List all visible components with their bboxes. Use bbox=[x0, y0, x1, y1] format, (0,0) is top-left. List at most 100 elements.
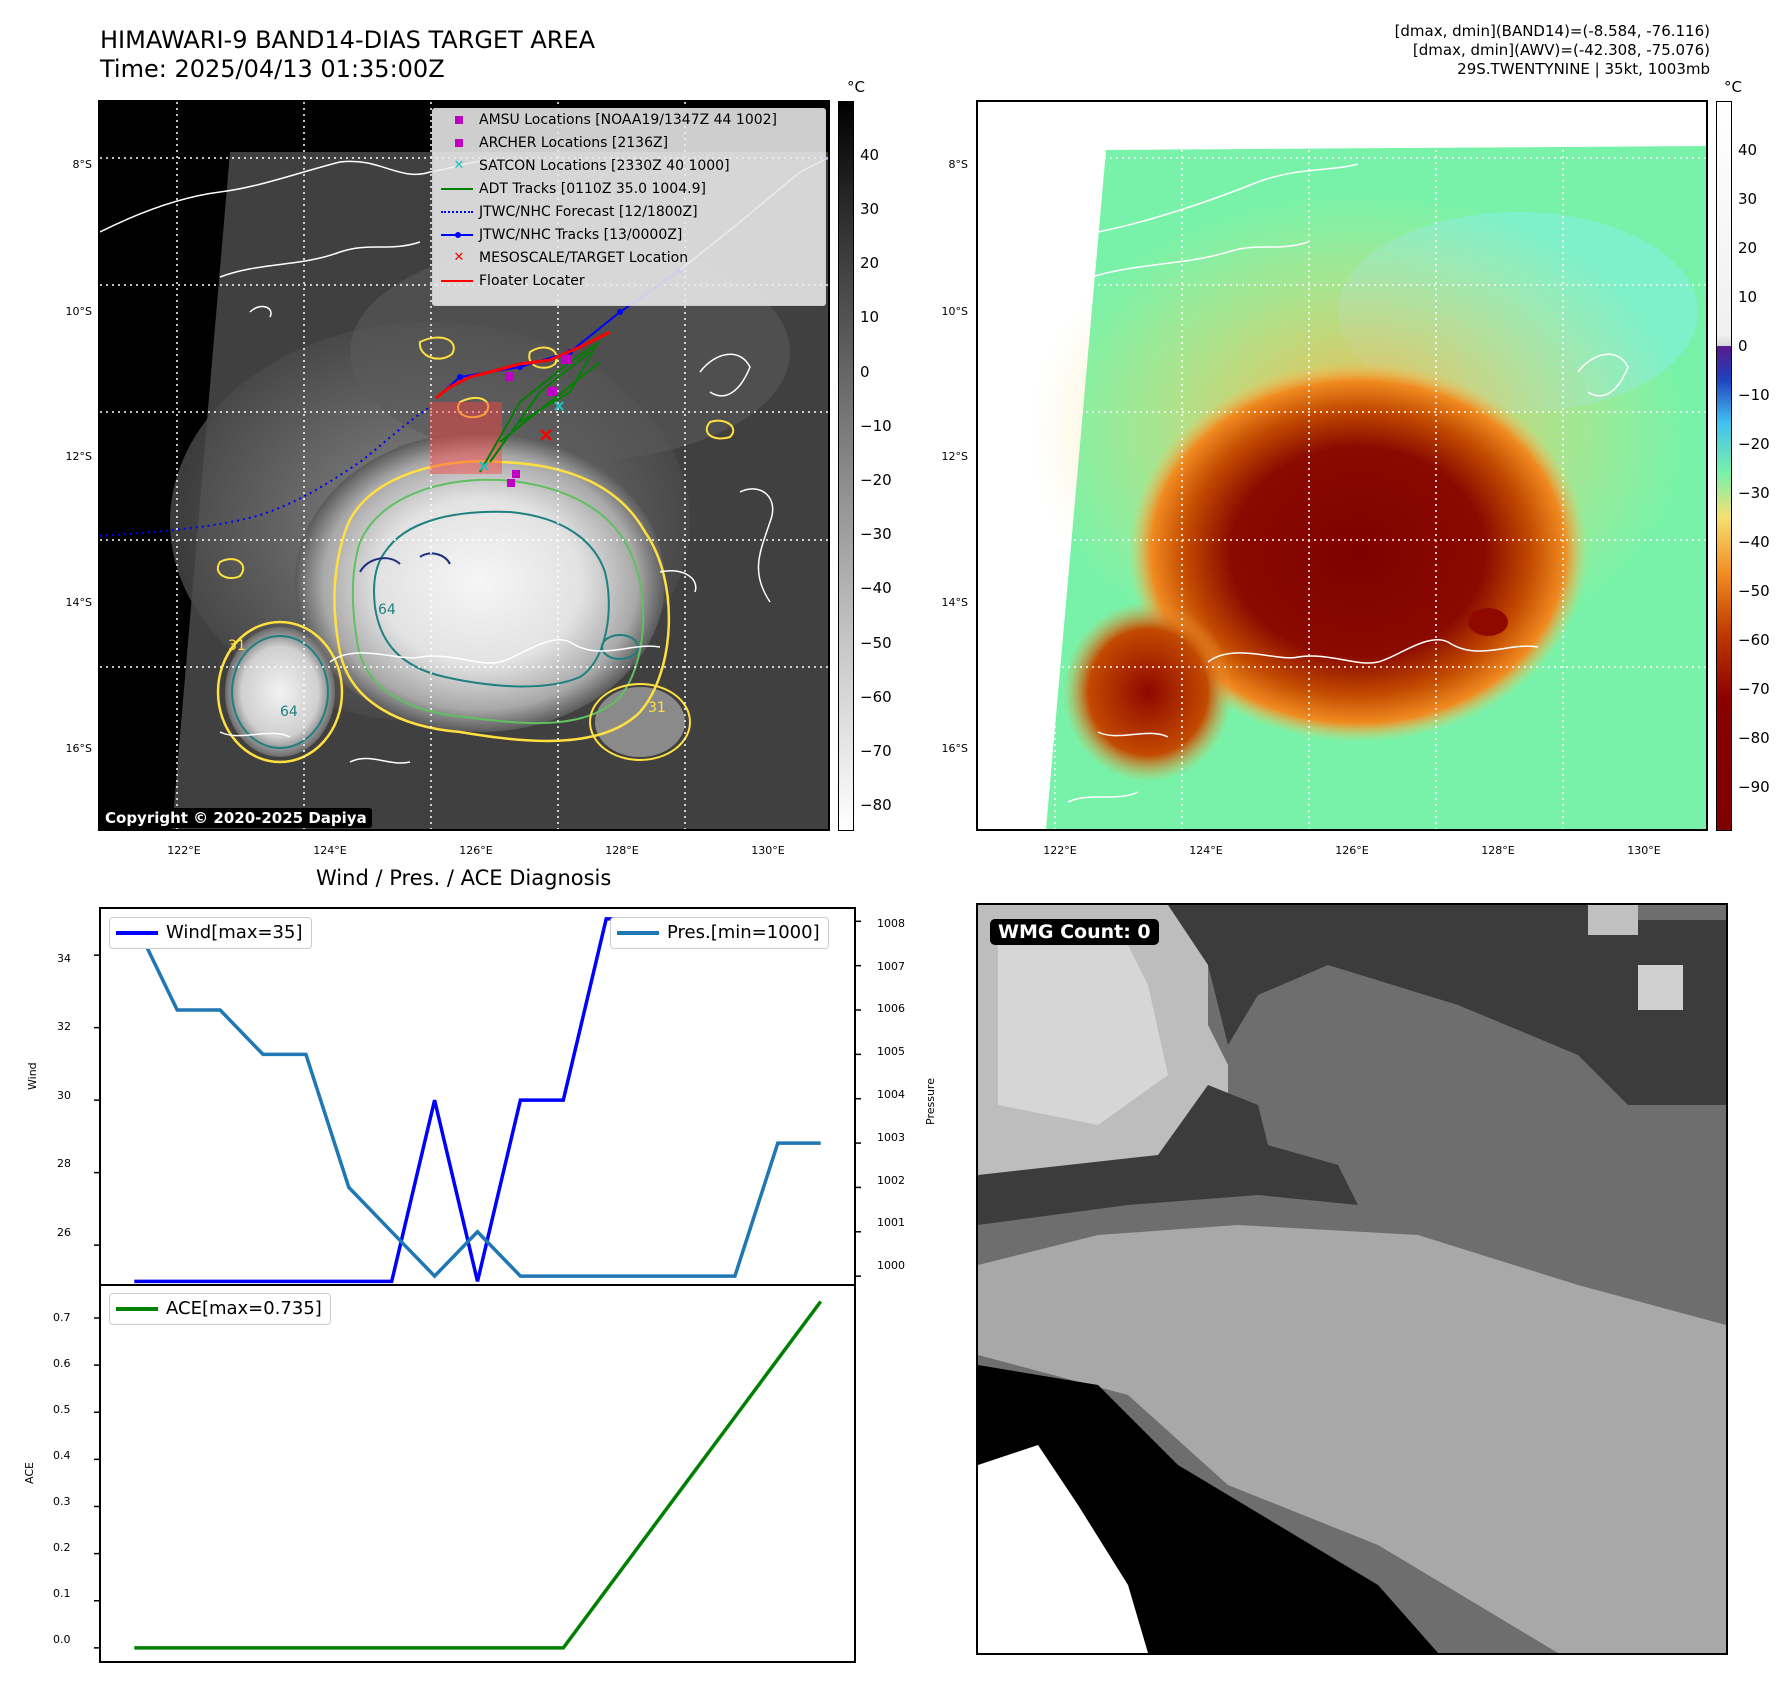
pressure-line bbox=[132, 920, 821, 1279]
ace-ytick: 0.2 bbox=[53, 1541, 71, 1554]
cloud-cell-west bbox=[225, 627, 335, 757]
diagnosis-chart bbox=[94, 907, 861, 1663]
info-awv: [dmax, dmin](AWV)=(-42.308, -75.076) bbox=[1412, 41, 1710, 59]
ir-colorbar-unit: °C bbox=[847, 78, 865, 96]
wv-lat-label-10s: 10°S bbox=[941, 305, 968, 318]
wind-axes-frame bbox=[99, 907, 856, 1286]
wind-ytick: 26 bbox=[57, 1226, 71, 1239]
map-legend: AMSU Locations [NOAA19/1347Z 44 1002] AR… bbox=[432, 108, 826, 306]
wv-cbar-tick: 0 bbox=[1738, 337, 1748, 355]
mesoscale-target-marker bbox=[540, 429, 552, 441]
legend-amsu: AMSU Locations [NOAA19/1347Z 44 1002] bbox=[439, 109, 777, 131]
ir-lat-label-12s: 12°S bbox=[65, 450, 92, 463]
wv-lon-label-126: 126°E bbox=[1335, 844, 1369, 857]
cloud-core bbox=[295, 432, 665, 732]
ir-cbar-tick: 10 bbox=[860, 308, 880, 326]
wind-axes bbox=[94, 907, 861, 1286]
info-band14: [dmax, dmin](BAND14)=(-8.584, -76.116) bbox=[1394, 22, 1710, 40]
wv-lon-label-124: 124°E bbox=[1189, 844, 1223, 857]
wind-ytick: 28 bbox=[57, 1157, 71, 1170]
pressure-ytick: 1005 bbox=[877, 1045, 905, 1058]
wv-cbar-tick: −80 bbox=[1738, 729, 1770, 747]
diag-title: Wind / Pres. / ACE Diagnosis bbox=[316, 866, 612, 890]
wmg-light-patch-ne bbox=[1588, 905, 1638, 935]
wv-core bbox=[1128, 362, 1588, 742]
ace-ytick: 0.0 bbox=[53, 1633, 71, 1646]
ir-lat-label-16s: 16°S bbox=[65, 742, 92, 755]
wv-cbar-tick: −40 bbox=[1738, 533, 1770, 551]
contour-green-main bbox=[351, 478, 645, 725]
ace-ytick: 0.6 bbox=[53, 1357, 71, 1370]
wind-ytick: 34 bbox=[57, 952, 71, 965]
contour-label-31b: 31 bbox=[228, 638, 246, 654]
wv-cbar-tick: 40 bbox=[1738, 141, 1758, 159]
ir-cbar-tick: 30 bbox=[860, 200, 880, 218]
wv-cbar-tick: −90 bbox=[1738, 778, 1770, 796]
legend-satcon: ✕ SATCON Locations [2330Z 40 1000] bbox=[453, 158, 730, 174]
coastlines bbox=[100, 158, 774, 764]
amsu-archer-markers bbox=[505, 355, 571, 487]
wmg-count-label: WMG Count: 0 bbox=[990, 919, 1159, 945]
wmg-light-patch-e bbox=[1638, 965, 1683, 1010]
pressure-ytick: 1002 bbox=[877, 1174, 905, 1187]
legend-floater: Floater Locater bbox=[439, 270, 585, 292]
wv-cbar-tick: −30 bbox=[1738, 484, 1770, 502]
wmg-white-region bbox=[978, 1445, 1148, 1653]
ir-cbar-tick: 40 bbox=[860, 146, 880, 164]
ace-axes bbox=[94, 1284, 856, 1663]
ace-line bbox=[134, 1300, 823, 1650]
legend-adt: ADT Tracks [0110Z 35.0 1004.9] bbox=[439, 178, 706, 200]
wmg-image bbox=[978, 905, 1726, 1653]
wmg-gray-band bbox=[978, 1225, 1726, 1653]
wv-lon-label-128: 128°E bbox=[1481, 844, 1515, 857]
ir-cbar-tick: −10 bbox=[860, 417, 892, 435]
wv-east-cell bbox=[1468, 608, 1508, 636]
wind-ytick: 32 bbox=[57, 1020, 71, 1033]
pressure-ytick: 1008 bbox=[877, 917, 905, 930]
wv-lat-label-8s: 8°S bbox=[948, 158, 968, 171]
ir-map-image: 64 64 31 31 bbox=[100, 102, 828, 829]
wind-legend-line bbox=[116, 931, 158, 935]
wv-cbar-tick: 20 bbox=[1738, 239, 1758, 257]
ace-ytick: 0.7 bbox=[53, 1311, 71, 1324]
contour-label-64a: 64 bbox=[378, 602, 396, 618]
jtwc-forecast-track bbox=[100, 406, 431, 537]
ir-cbar-tick: −50 bbox=[860, 634, 892, 652]
contour-label-64b: 64 bbox=[280, 704, 298, 720]
ir-lon-label-124: 124°E bbox=[313, 844, 347, 857]
contour-yellow-main bbox=[333, 460, 671, 743]
wv-map-panel bbox=[976, 100, 1708, 831]
pressure-ytick: 1000 bbox=[877, 1259, 905, 1272]
ir-colorbar bbox=[838, 101, 854, 831]
ir-lon-label-126: 126°E bbox=[459, 844, 493, 857]
wv-cbar-tick: −70 bbox=[1738, 680, 1770, 698]
ace-axes-frame bbox=[99, 1284, 856, 1663]
ir-lat-label-8s: 8°S bbox=[72, 158, 92, 171]
contour-yellow-patches bbox=[217, 336, 735, 580]
wmg-dark-band bbox=[978, 1085, 1358, 1225]
wv-cbar-tick: −50 bbox=[1738, 582, 1770, 600]
ace-legend: ACE[max=0.735] bbox=[109, 1293, 331, 1325]
ir-map-panel: 64 64 31 31 AMSU Locations [NOAA19/1347Z… bbox=[98, 100, 830, 831]
ir-lat-label-14s: 14°S bbox=[65, 596, 92, 609]
wv-lon-label-130: 130°E bbox=[1627, 844, 1661, 857]
ace-ytick: 0.1 bbox=[53, 1587, 71, 1600]
copyright: Copyright © 2020-2025 Dapiya bbox=[100, 808, 372, 828]
wmg-dark-north bbox=[1168, 905, 1726, 1105]
legend-mesoscale: ✕ MESOSCALE/TARGET Location bbox=[453, 250, 689, 266]
pressure-ytick: 1007 bbox=[877, 960, 905, 973]
ir-cbar-tick: −70 bbox=[860, 742, 892, 760]
contour-yellow-west bbox=[216, 620, 344, 764]
contour-label-31a: 31 bbox=[648, 700, 666, 716]
pressure-ytick: 1003 bbox=[877, 1131, 905, 1144]
wv-colorbar bbox=[1716, 101, 1732, 831]
contour-navy-core bbox=[359, 552, 451, 573]
ir-cbar-tick: −40 bbox=[860, 579, 892, 597]
wv-cbar-tick: −10 bbox=[1738, 386, 1770, 404]
wind-ytick: 30 bbox=[57, 1089, 71, 1102]
ace-ytick: 0.5 bbox=[53, 1403, 71, 1416]
ir-cbar-tick: 20 bbox=[860, 254, 880, 272]
wv-colorbar-unit: °C bbox=[1724, 78, 1742, 96]
wv-map-image bbox=[978, 102, 1706, 829]
pressure-axis-label: Pressure bbox=[924, 1078, 937, 1125]
